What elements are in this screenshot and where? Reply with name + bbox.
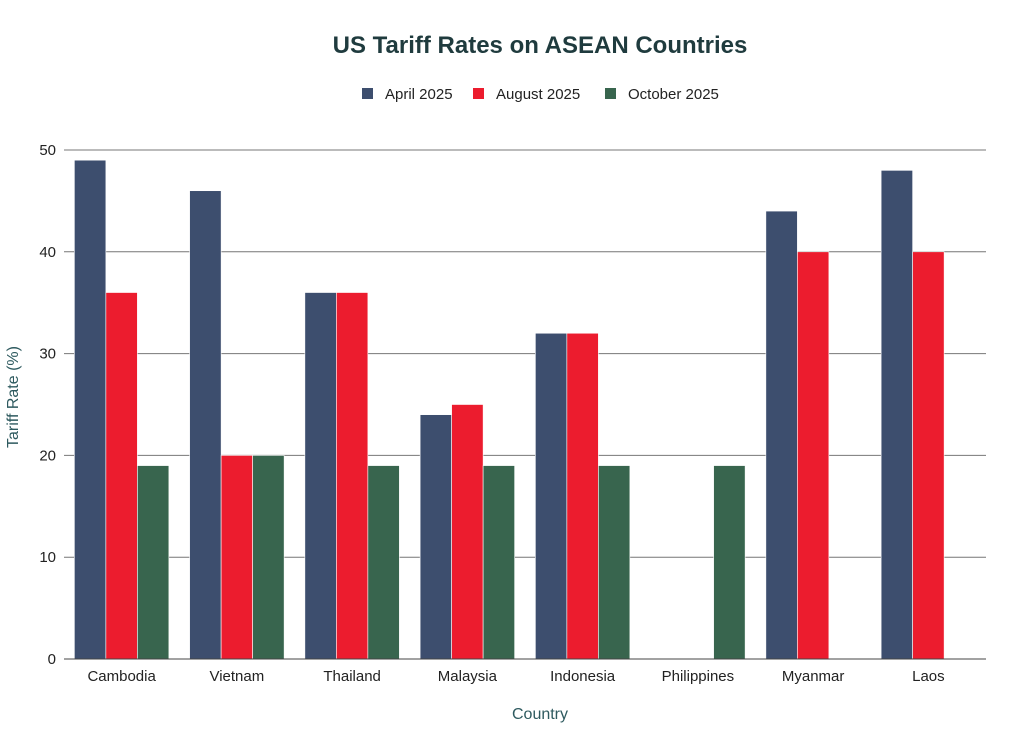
- bar-vietnam-1: [220, 455, 253, 660]
- x-tick-label: Malaysia: [438, 668, 498, 685]
- y-tick-label: 0: [48, 651, 56, 668]
- bar-cambodia-0: [74, 159, 107, 660]
- bar-laos-1: [912, 251, 945, 660]
- legend-label: April 2025: [385, 86, 453, 103]
- x-tick-label: Indonesia: [550, 668, 616, 685]
- x-axis-label: Country: [512, 706, 568, 723]
- bars: [74, 159, 945, 660]
- legend-swatch: [605, 88, 616, 99]
- x-tick-labels: Cambodia Vietnam Thailand Malaysia Indonesia…: [87, 668, 944, 685]
- x-tick-label: Thailand: [323, 668, 381, 685]
- bar-thailand-0: [304, 292, 337, 660]
- y-tick-labels: 0 10 20 30 40 50: [39, 142, 56, 668]
- x-tick-label: Cambodia: [87, 668, 156, 685]
- y-tick-label: 20: [39, 447, 56, 464]
- chart-title: US Tariff Rates on ASEAN Countries: [333, 32, 748, 59]
- bar-vietnam-0: [189, 190, 222, 660]
- y-axis-label: Tariff Rate (%): [5, 346, 22, 448]
- y-tick-label: 10: [39, 549, 56, 566]
- legend-label: August 2025: [496, 86, 580, 103]
- y-tick-label: 40: [39, 244, 56, 261]
- bar-myanmar-1: [797, 251, 830, 660]
- bar-indonesia-0: [535, 332, 568, 660]
- bar-philippines-2: [713, 465, 746, 660]
- legend-swatch: [362, 88, 373, 99]
- bar-indonesia-2: [598, 465, 631, 660]
- x-tick-label: Myanmar: [782, 668, 845, 685]
- bar-malaysia-2: [482, 465, 515, 660]
- bar-thailand-2: [367, 465, 400, 660]
- legend-swatch: [473, 88, 484, 99]
- bar-laos-0: [880, 170, 913, 660]
- legend: April 2025 August 2025 October 2025: [362, 86, 719, 103]
- bar-myanmar-0: [765, 210, 798, 660]
- bar-thailand-1: [336, 292, 369, 660]
- bar-indonesia-1: [566, 332, 599, 660]
- bar-cambodia-2: [137, 465, 170, 660]
- x-tick-label: Philippines: [662, 668, 735, 685]
- bar-vietnam-2: [252, 455, 285, 660]
- bar-cambodia-1: [105, 292, 138, 660]
- y-tick-label: 50: [39, 142, 56, 159]
- x-tick-label: Vietnam: [209, 668, 264, 685]
- y-tick-label: 30: [39, 346, 56, 363]
- x-tick-label: Laos: [912, 668, 945, 685]
- legend-label: October 2025: [628, 86, 719, 103]
- bar-malaysia-0: [419, 414, 452, 660]
- bar-malaysia-1: [451, 404, 484, 660]
